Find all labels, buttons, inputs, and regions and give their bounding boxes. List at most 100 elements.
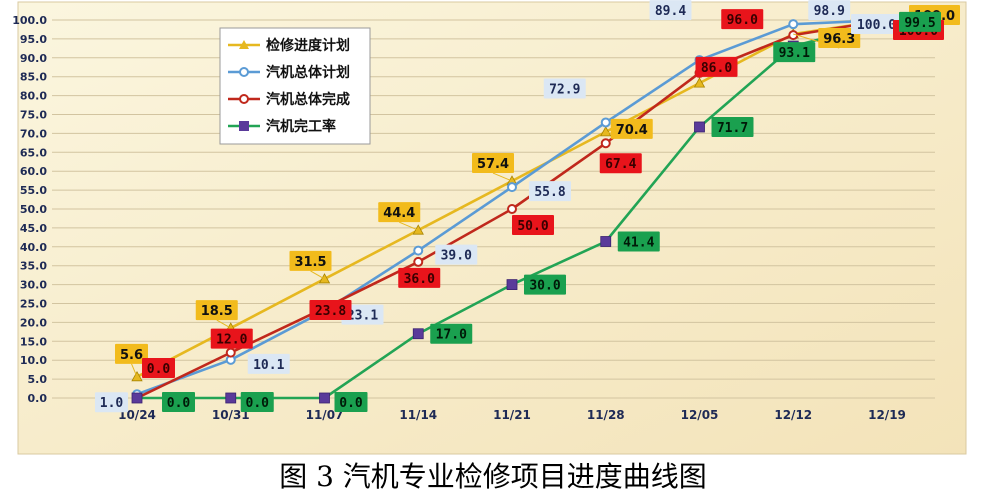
series-point — [131, 392, 143, 404]
data-label-box — [378, 202, 421, 223]
data-label: 96.0 — [721, 9, 764, 30]
data-label-text: 17.0 — [436, 328, 467, 343]
data-label-box — [289, 250, 332, 271]
series-point — [693, 77, 706, 88]
data-label-box — [599, 153, 642, 174]
data-label-text: 23.1 — [347, 309, 378, 324]
x-axis-ticks: 10/24 10/31 11/07 11/14 11/21 11/28 12/05 12/12… — [118, 408, 906, 422]
data-label-text: 30.0 — [529, 279, 560, 294]
data-label: 17.0 — [430, 323, 473, 344]
data-label-box — [247, 353, 290, 374]
series-point — [600, 117, 611, 128]
data-label: 41.4 — [617, 231, 660, 252]
series-point — [507, 182, 517, 193]
data-label-box — [773, 42, 816, 63]
series-point — [600, 126, 612, 137]
y-tick-label: 90.0 — [20, 52, 47, 65]
data-label-leader — [131, 363, 138, 378]
data-label: 86.0 — [695, 56, 738, 77]
data-label-box — [341, 304, 384, 325]
data-label-box — [695, 56, 738, 77]
data-label-box — [512, 215, 554, 235]
x-tick-label: 11/14 — [399, 408, 437, 422]
data-label-text: 89.4 — [655, 4, 686, 19]
data-label-text: 0.0 — [246, 396, 270, 411]
legend-marker — [239, 94, 249, 104]
legend-label: 汽机完工率 — [266, 118, 336, 135]
data-label-box — [210, 328, 253, 349]
series-point — [413, 256, 424, 267]
data-label: 99.5 — [899, 11, 941, 32]
data-label-text: 86.0 — [701, 61, 732, 76]
data-label-box — [851, 14, 902, 34]
data-label: 39.0 — [435, 244, 478, 265]
legend-label: 汽机总体完成 — [266, 91, 350, 108]
data-label: 23.8 — [309, 300, 352, 321]
data-label-text: 93.1 — [779, 46, 810, 61]
data-label-text: 0.0 — [339, 396, 363, 411]
x-tick-label: 10/31 — [212, 408, 250, 422]
data-label: 71.7 — [711, 116, 754, 137]
data-label-text: 98.9 — [814, 4, 845, 19]
data-label-box — [240, 392, 274, 412]
data-label-box — [808, 0, 851, 21]
series-point — [225, 347, 236, 358]
data-label-box — [162, 392, 195, 412]
data-label: 30.0 — [524, 274, 566, 295]
data-label-text: 5.6 — [120, 348, 143, 363]
y-tick-label: 55.0 — [20, 184, 47, 197]
data-label-leader — [216, 319, 231, 329]
data-label: 70.4 — [605, 118, 653, 140]
chart-svg: 0.0 5.0 10.0 15.0 20.0 25.0 30.0 35.0 40.0 45.0 50… — [12, 0, 967, 455]
data-label-text: 67.4 — [605, 157, 636, 172]
x-tick-label: 11/28 — [587, 408, 625, 422]
data-label-box — [334, 392, 368, 412]
data-label-box — [617, 231, 660, 252]
data-label-text: 1.0 — [100, 396, 124, 411]
series-point — [412, 328, 424, 340]
figure-caption: 图 3 汽机专业检修项目进度曲线图 — [279, 460, 707, 493]
data-label-box — [95, 392, 128, 413]
data-label: 10.1 — [247, 353, 290, 374]
y-tick-label: 0.0 — [28, 392, 48, 405]
series-point — [506, 279, 518, 291]
data-label-box — [115, 343, 148, 364]
legend-marker — [239, 67, 249, 77]
data-label-box — [430, 323, 473, 344]
progress-chart: 0.0 5.0 10.0 15.0 20.0 25.0 30.0 35.0 40.0 45.0 50… — [12, 0, 967, 455]
y-axis-ticks: 0.0 5.0 10.0 15.0 20.0 25.0 30.0 35.0 40.0 45.0 50… — [12, 14, 47, 405]
series-point — [600, 236, 612, 247]
series-point — [600, 138, 611, 149]
grid-layer — [52, 19, 935, 399]
y-tick-label: 85.0 — [20, 71, 47, 84]
legend-item: 汽机总体计划 — [228, 64, 350, 81]
y-tick-label: 20.0 — [20, 316, 47, 329]
data-label: 0.0 — [240, 392, 274, 412]
data-label-box — [524, 274, 566, 295]
x-tick-label: 12/05 — [681, 408, 719, 422]
data-label: 89.4 — [649, 0, 692, 21]
y-tick-label: 70.0 — [20, 127, 47, 140]
data-label-text: 23.8 — [315, 304, 346, 319]
data-label-text: 39.0 — [441, 249, 472, 264]
legend-item: 汽机总体完成 — [228, 91, 350, 108]
data-label-text: 41.4 — [623, 236, 654, 251]
x-tick-label: 11/07 — [306, 408, 344, 422]
data-label-text: 57.4 — [477, 157, 509, 172]
data-label-text: 96.0 — [727, 13, 758, 28]
data-label-box — [543, 78, 586, 99]
y-tick-label: 75.0 — [20, 109, 47, 122]
data-label: 96.3 — [793, 27, 861, 49]
data-label-box — [309, 300, 352, 321]
data-label: 12.0 — [210, 328, 253, 349]
data-label: 31.5 — [289, 250, 332, 280]
data-label-text: 31.5 — [294, 255, 326, 270]
y-tick-label: 80.0 — [20, 90, 47, 103]
y-tick-label: 10.0 — [20, 354, 47, 367]
data-label-text: 0.0 — [147, 362, 171, 377]
y-tick-label: 40.0 — [20, 241, 47, 254]
data-label-box — [398, 267, 441, 288]
data-label-box — [610, 118, 653, 139]
data-label-box — [435, 244, 478, 265]
data-label-text: 71.7 — [717, 121, 748, 136]
